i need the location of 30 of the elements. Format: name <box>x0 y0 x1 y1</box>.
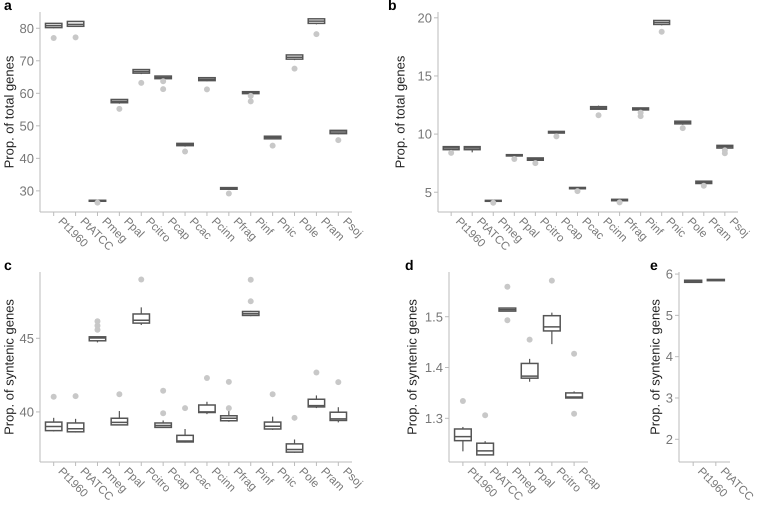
chart-title: e <box>650 257 658 273</box>
y-tick-label: 30 <box>20 183 34 198</box>
y-tick-label: 5 <box>666 308 673 323</box>
y-tick-label: 20 <box>418 10 432 26</box>
y-tick-label: 3 <box>666 390 673 406</box>
y-tick-label: 60 <box>20 86 34 101</box>
y-axis-title: Prop. of total genes <box>2 55 17 168</box>
y-tick-label: 1.4 <box>424 360 443 376</box>
chart-title: a <box>4 0 12 13</box>
y-tick-label: 5 <box>424 184 432 200</box>
y-axis-title: Prop. of syntenic genes <box>648 298 663 435</box>
chart-title: b <box>388 0 397 13</box>
y-tick-label: 80 <box>20 20 34 36</box>
y-axis-title: Prop. of syntenic genes <box>404 298 420 435</box>
y-tick-label: 1.3 <box>424 410 443 426</box>
y-tick-label: 45 <box>20 330 34 346</box>
y-tick-label: 50 <box>20 118 34 134</box>
chart-title: c <box>4 257 12 273</box>
chart-title: d <box>405 257 414 273</box>
y-tick-label: 15 <box>418 68 432 84</box>
y-tick-label: 1.5 <box>424 309 443 324</box>
y-tick-label: 2 <box>666 432 673 447</box>
y-tick-label: 40 <box>20 150 34 166</box>
y-tick-label: 4 <box>666 349 673 364</box>
y-tick-label: 6 <box>666 266 673 282</box>
y-tick-label: 70 <box>20 53 34 68</box>
y-axis-title: Prop. of syntenic genes <box>2 298 17 435</box>
y-tick-label: 40 <box>20 404 34 420</box>
y-axis-title: Prop. of total genes <box>392 55 408 168</box>
y-tick-label: 10 <box>418 126 432 142</box>
